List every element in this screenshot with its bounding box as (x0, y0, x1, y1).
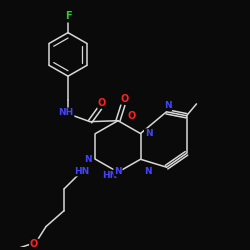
Text: O: O (128, 111, 136, 121)
Text: F: F (65, 11, 71, 21)
Text: N: N (164, 101, 171, 110)
Text: N: N (114, 167, 122, 176)
Text: N: N (144, 167, 152, 176)
Text: N: N (145, 129, 152, 138)
Text: O: O (30, 239, 38, 249)
Text: O: O (98, 98, 106, 108)
Text: HN: HN (74, 167, 90, 176)
Text: O: O (121, 94, 129, 104)
Text: N: N (84, 155, 91, 164)
Text: NH: NH (58, 108, 74, 117)
Text: HN: HN (102, 170, 118, 179)
